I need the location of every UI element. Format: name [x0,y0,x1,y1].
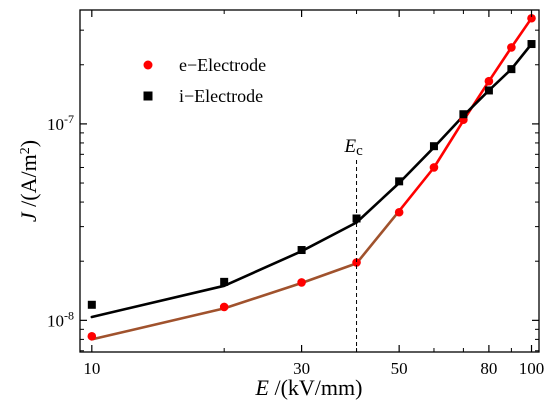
series-2-point [459,110,468,119]
series-2-point [220,277,229,286]
x-axis-label: E /(kV/mm) [255,375,363,400]
data-markers [87,13,536,341]
y-axis-label: J /(A/m2) [16,140,41,222]
series-2-point [395,177,404,186]
series-1-point [429,163,439,172]
legend: e−Electrode i−Electrode [143,55,266,106]
series-2-point [507,65,516,74]
series-1-point [352,258,361,267]
series-2-point [527,40,536,49]
series-1-point [527,13,536,23]
fit-lines [90,16,533,341]
y-tick-label: 10-8 [47,308,74,330]
x-tick-label: 100 [519,359,545,378]
x-tick-label: 10 [83,359,100,378]
legend-label-2: i−Electrode [179,86,263,106]
series-1-point [394,207,404,217]
axis-ticks: 10 30 50 80 100 10-8 10-7 [47,10,544,378]
x-tick-label: 30 [293,359,310,378]
series-2-fit-line-2 [355,42,533,224]
plot-frame [79,9,540,353]
series-1-fit-line-1 [90,262,358,341]
series-1-point [219,302,229,312]
series-2-point [87,300,96,309]
series-2-fit-line-1 [90,221,358,319]
series-2-point [484,86,493,95]
series-1-point [484,76,494,86]
series-1-point [297,278,306,287]
legend-marker-1 [143,60,153,70]
series-1-fit-line-2 [355,209,401,265]
series-2-point [429,142,438,151]
series-2-point [297,246,306,255]
series-1-fit-line-3 [397,16,533,213]
ec-annotation: Ec [344,136,364,352]
legend-marker-2 [143,91,153,101]
series-1-point [507,43,516,52]
y-tick-label: 10-7 [47,112,74,134]
ec-label: Ec [344,136,364,159]
x-tick-label: 80 [480,359,497,378]
x-tick-label: 50 [391,359,408,378]
series-1-point [87,331,97,341]
legend-label-1: e−Electrode [179,55,266,75]
